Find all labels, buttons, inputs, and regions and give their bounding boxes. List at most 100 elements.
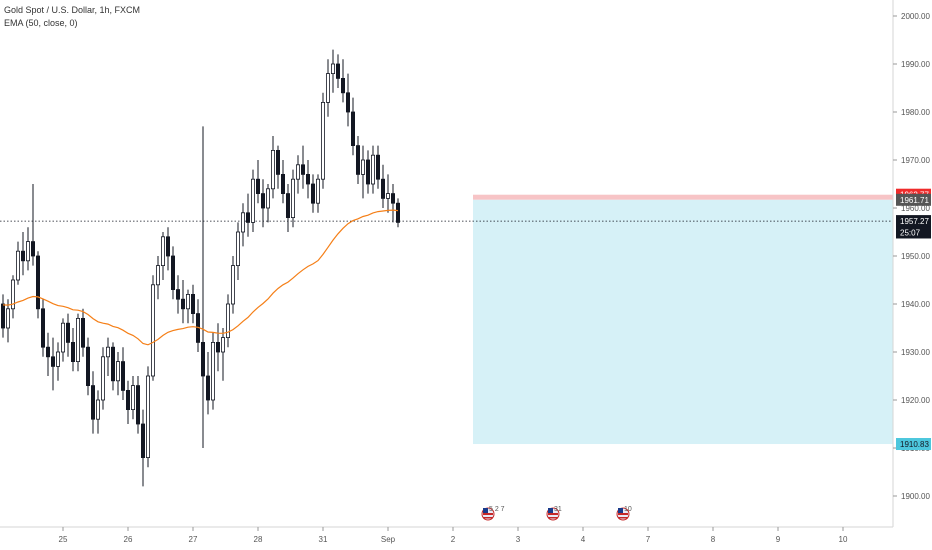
candle-body[interactable] [170, 255, 175, 290]
candle-body[interactable] [305, 173, 310, 185]
candle-body[interactable] [260, 193, 265, 209]
candle-body[interactable] [101, 356, 106, 401]
candle-body[interactable] [380, 178, 385, 199]
chart-title[interactable]: Gold Spot / U.S. Dollar, 1h, FXCM [4, 5, 141, 15]
candle-body[interactable] [190, 293, 195, 314]
candle-body[interactable] [86, 346, 91, 387]
candle-body[interactable] [91, 385, 96, 420]
candle-body[interactable] [360, 159, 365, 175]
candle-body[interactable] [165, 236, 170, 257]
candle-body[interactable] [140, 423, 145, 458]
candle-body[interactable] [76, 317, 81, 362]
candle-body[interactable] [25, 241, 30, 262]
candle-body[interactable] [51, 356, 56, 367]
candle-body[interactable] [126, 389, 131, 410]
candle-body[interactable] [265, 188, 270, 209]
price-label-text: 25:07 [900, 228, 921, 237]
candle-body[interactable] [210, 341, 215, 401]
candle-body[interactable] [71, 341, 76, 362]
candle-body[interactable] [350, 111, 355, 146]
candle-body[interactable] [385, 193, 390, 199]
candle-body[interactable] [255, 178, 260, 194]
candle-body[interactable] [275, 149, 280, 175]
price-label[interactable]: 1961.71 [896, 193, 931, 206]
candle-body[interactable] [135, 385, 140, 425]
candle-body[interactable] [235, 231, 240, 266]
candle-body[interactable] [330, 63, 335, 75]
stop-loss-zone[interactable] [473, 194, 893, 200]
event-label: 31 [554, 506, 562, 513]
candle-body[interactable] [130, 385, 135, 411]
candle-body[interactable] [155, 265, 160, 286]
candle-body[interactable] [375, 154, 380, 180]
candle-body[interactable] [185, 293, 190, 310]
candle-body[interactable] [6, 308, 11, 329]
candle-body[interactable] [15, 250, 20, 281]
candle-body[interactable] [0, 303, 6, 329]
candle-body[interactable] [20, 250, 25, 262]
candle-body[interactable] [315, 178, 320, 204]
candle-body[interactable] [160, 236, 165, 267]
candle-body[interactable] [56, 351, 61, 367]
price-label[interactable]: 1957.27 [896, 215, 931, 228]
candle-body[interactable] [175, 289, 180, 300]
candle-body[interactable] [30, 241, 35, 257]
candle-body[interactable] [205, 375, 210, 401]
candle-body[interactable] [145, 375, 150, 458]
candle-body[interactable] [245, 212, 250, 223]
candle-body[interactable] [325, 73, 330, 103]
flag-stripe [618, 513, 628, 515]
candle-body[interactable] [320, 102, 325, 180]
candle-body[interactable] [111, 346, 116, 382]
candle-body[interactable] [200, 341, 205, 377]
candle-body[interactable] [355, 145, 360, 175]
candle-body[interactable] [41, 308, 46, 348]
take-profit-zone[interactable] [473, 199, 893, 445]
candle-body[interactable] [106, 346, 111, 358]
candle-body[interactable] [310, 183, 315, 204]
candle-body[interactable] [121, 361, 126, 391]
time-tick-label: 28 [254, 535, 263, 544]
candle-body[interactable] [300, 164, 305, 175]
time-tick-label: 2 [451, 535, 456, 544]
ema-line[interactable] [2, 209, 399, 346]
candle-body[interactable] [290, 178, 295, 218]
price-label-text: 1961.71 [900, 196, 929, 205]
event-label: 5 2 7 [489, 506, 505, 513]
price-label-text: 1910.83 [900, 440, 929, 449]
candle-body[interactable] [280, 173, 285, 194]
candle-body[interactable] [340, 78, 345, 94]
indicator-label[interactable]: EMA (50, close, 0) [4, 18, 78, 28]
candle-body[interactable] [295, 164, 300, 180]
candle-body[interactable] [230, 265, 235, 305]
candle-body[interactable] [36, 255, 41, 310]
candle-body[interactable] [220, 337, 225, 353]
candle-body[interactable] [81, 317, 86, 348]
candle-body[interactable] [395, 202, 400, 223]
candle-body[interactable] [150, 284, 155, 377]
candle-body[interactable] [270, 149, 275, 190]
price-label[interactable]: 1910.83 [896, 438, 931, 451]
candle-body[interactable] [46, 346, 51, 358]
candle-body[interactable] [215, 341, 220, 353]
price-label[interactable]: 25:07 [896, 226, 931, 239]
price-tick-label: 1960.00 [901, 204, 930, 213]
candle-body[interactable] [66, 322, 71, 343]
candle-body[interactable] [180, 298, 185, 310]
candle-body[interactable] [345, 92, 350, 113]
candle-body[interactable] [61, 322, 66, 353]
candle-body[interactable] [225, 303, 230, 338]
candle-body[interactable] [240, 212, 245, 233]
candle-body[interactable] [335, 63, 340, 79]
candle-body[interactable] [285, 193, 290, 219]
candle-body[interactable] [96, 399, 101, 420]
candle-body[interactable] [116, 361, 121, 382]
candle-body[interactable] [250, 178, 255, 223]
flag-canton [548, 508, 553, 513]
candle-body[interactable] [370, 154, 375, 185]
candle-body[interactable] [10, 279, 15, 310]
candle-body[interactable] [365, 159, 370, 185]
candle-body[interactable] [390, 193, 395, 204]
